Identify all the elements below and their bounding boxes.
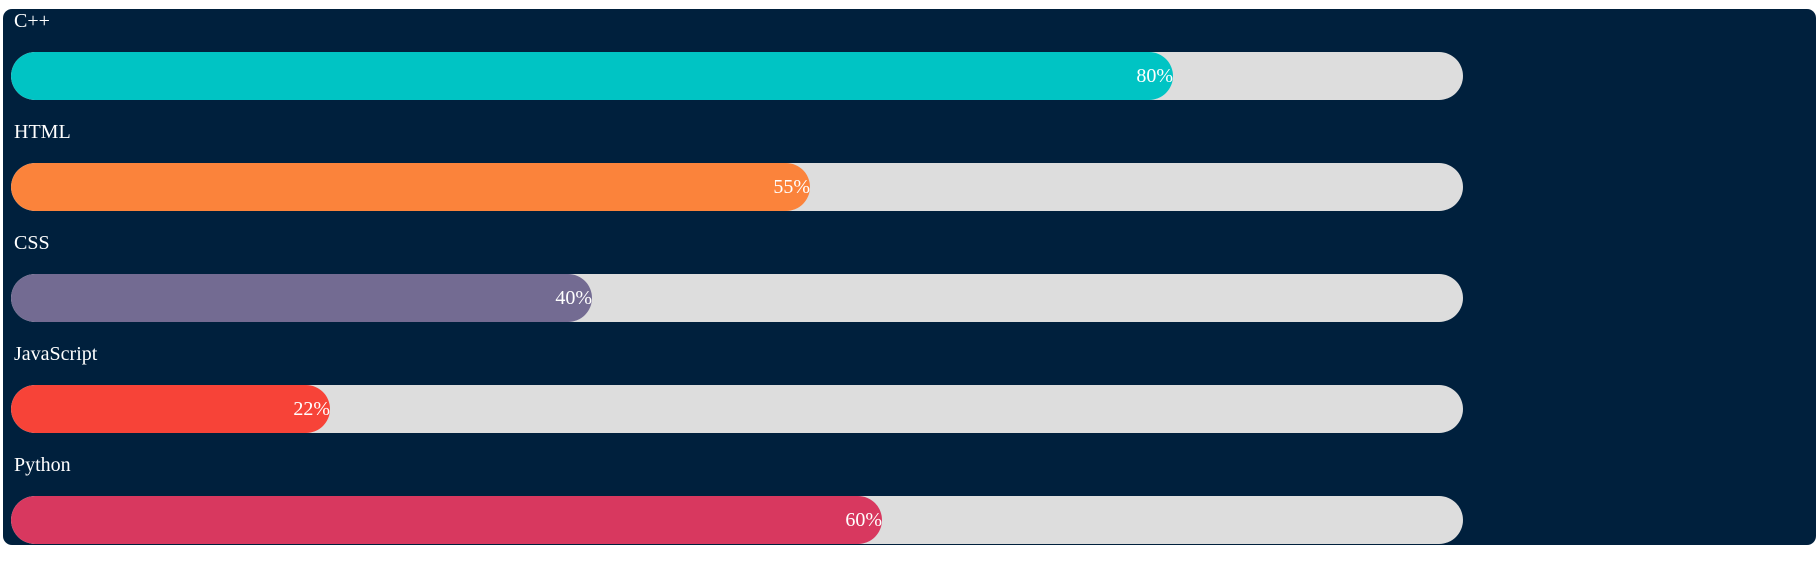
progress-bar: 80% xyxy=(11,52,1173,100)
skills-panel: C++ 80% HTML 55% CSS 40% JavaScript 22% Python 60… xyxy=(3,9,1816,545)
progress-value-label: 60% xyxy=(845,509,882,531)
skill-label: JavaScript xyxy=(14,343,98,365)
skill-label: CSS xyxy=(14,232,50,254)
progress-track: 22% xyxy=(11,385,1463,433)
progress-track: 55% xyxy=(11,163,1463,211)
progress-bar: 40% xyxy=(11,274,592,322)
progress-bar: 60% xyxy=(11,496,882,544)
progress-value-label: 80% xyxy=(1136,65,1173,87)
skill-label: Python xyxy=(14,454,71,476)
progress-track: 40% xyxy=(11,274,1463,322)
progress-bar: 22% xyxy=(11,385,330,433)
skill-label: C++ xyxy=(14,10,50,32)
progress-track: 60% xyxy=(11,496,1463,544)
progress-bar: 55% xyxy=(11,163,810,211)
progress-track: 80% xyxy=(11,52,1463,100)
progress-value-label: 40% xyxy=(555,287,592,309)
progress-value-label: 55% xyxy=(773,176,810,198)
progress-value-label: 22% xyxy=(293,398,330,420)
skill-label: HTML xyxy=(14,121,71,143)
